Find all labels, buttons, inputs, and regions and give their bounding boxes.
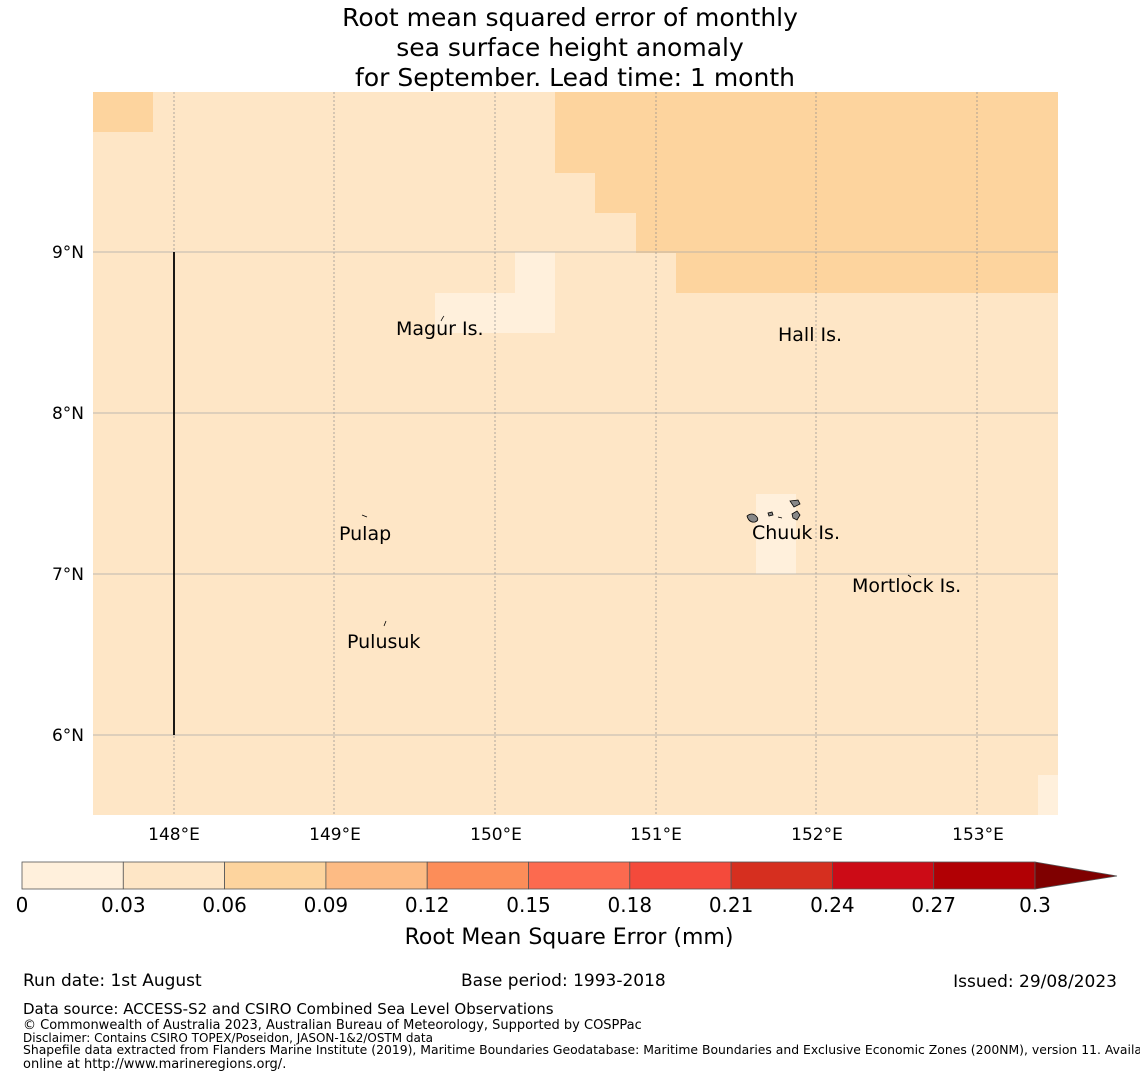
colorbar-tick-label: 0.03: [101, 893, 146, 917]
island-chuuk-shape-2: [789, 499, 801, 508]
colorbar-tick-label: 0.09: [304, 893, 349, 917]
x-tick-label: 152°E: [791, 825, 843, 845]
x-tick-label: 153°E: [952, 825, 1004, 845]
island-chuuk-shape-1: [746, 513, 759, 523]
grid-cell-high: [93, 92, 153, 132]
low-error-region: [435, 252, 1058, 815]
y-tick-label: 9°N: [52, 243, 84, 263]
island-magur-shape: [440, 315, 445, 322]
grid-cell-high: [636, 212, 1058, 253]
colorbar-segment: [629, 861, 732, 890]
colorbar-segment: [224, 861, 327, 890]
colorbar-label: Root Mean Square Error (mm): [405, 925, 734, 950]
grid-cell-high: [555, 92, 1058, 173]
island-label: Pulap: [339, 523, 391, 545]
y-tick-label: 6°N: [52, 726, 84, 746]
island-shapes: [361, 315, 912, 627]
island-chuuk-shape-5: [777, 516, 783, 519]
island-chuuk-shape-3: [767, 511, 774, 517]
colorbar-extend-arrow: [1034, 861, 1118, 890]
y-tick-label: 8°N: [52, 404, 84, 424]
colorbar-segment: [933, 861, 1036, 890]
island-label: Mortlock Is.: [852, 575, 961, 597]
grid-cell-low: [435, 293, 516, 333]
map-panel: Magur Is. Hall Is. Pulap Chuuk Is. Mortl…: [93, 92, 1058, 815]
colorbar-tick-label: 0.18: [608, 893, 653, 917]
colorbar-segment: [21, 861, 124, 890]
y-axis-ticks: 9°N 8°N 7°N 6°N: [52, 243, 84, 746]
gridlines: [93, 92, 1058, 815]
shapefile-credit-line-2: online at http://www.marineregions.org/.: [23, 1057, 287, 1072]
x-tick-label: 149°E: [309, 825, 361, 845]
data-source: Data source: ACCESS-S2 and CSIRO Combine…: [23, 1000, 554, 1018]
colorbar-tick-label: 0.27: [911, 893, 956, 917]
island-pulusuk-shape: [383, 620, 387, 627]
island-mortlock-shape: [907, 574, 912, 578]
colorbar-segments: [21, 861, 1036, 890]
title-line-3: for September. Lead time: 1 month: [355, 63, 795, 92]
high-error-region: [93, 92, 1058, 293]
colorbar-tick-label: 0.12: [405, 893, 450, 917]
copyright: © Commonwealth of Australia 2023, Austra…: [23, 1018, 642, 1033]
title-line-1: Root mean squared error of monthly: [342, 3, 798, 32]
island-pulap-shape: [361, 514, 368, 518]
disclaimer: Disclaimer: Contains CSIRO TOPEX/Poseido…: [23, 1031, 433, 1045]
colorbar-tick-label: 0.24: [810, 893, 855, 917]
island-label: Hall Is.: [778, 324, 842, 346]
colorbar-tick-label: 0.21: [709, 893, 754, 917]
island-label: Chuuk Is.: [752, 522, 840, 544]
x-axis-ticks: 148°E 149°E 150°E 151°E 152°E 153°E: [148, 825, 1004, 845]
island-label: Pulusuk: [347, 631, 420, 653]
x-tick-label: 150°E: [470, 825, 522, 845]
run-date: Run date: 1st August: [23, 971, 202, 991]
issued-date: Issued: 29/08/2023: [953, 972, 1117, 992]
grid-cell-low: [756, 494, 796, 574]
colorbar-ticks: 0 0.03 0.06 0.09 0.12 0.15 0.18 0.21 0.24 0.27 0.3: [16, 893, 1051, 917]
colorbar-segment: [528, 861, 631, 890]
island-chuuk-shape-4: [791, 510, 801, 521]
colorbar-segment: [730, 861, 833, 890]
x-tick-label: 151°E: [630, 825, 682, 845]
title-line-2: sea surface height anomaly: [396, 33, 744, 62]
colorbar-segment: [832, 861, 935, 890]
colorbar-tick-label: 0: [16, 893, 29, 917]
colorbar-tick-label: 0.06: [202, 893, 247, 917]
grid-cell-low: [515, 252, 555, 333]
grid-cell-high: [676, 252, 1058, 293]
colorbar: 0 0.03 0.06 0.09 0.12 0.15 0.18 0.21 0.24 0.27 0.3…: [16, 861, 1118, 950]
base-period: Base period: 1993-2018: [461, 971, 666, 991]
colorbar-segment: [325, 861, 428, 890]
island-label: Magur Is.: [396, 318, 484, 340]
y-tick-label: 7°N: [52, 565, 84, 585]
grid-cell-low: [1038, 775, 1058, 815]
colorbar-tick-label: 0.15: [506, 893, 551, 917]
colorbar-tick-label: 0.3: [1019, 893, 1051, 917]
colorbar-segment: [426, 861, 529, 890]
colorbar-segment: [122, 861, 226, 890]
x-tick-label: 148°E: [148, 825, 200, 845]
grid-cell-high: [595, 172, 1058, 213]
shapefile-credit-line-1: Shapefile data extracted from Flanders M…: [23, 1042, 1140, 1057]
